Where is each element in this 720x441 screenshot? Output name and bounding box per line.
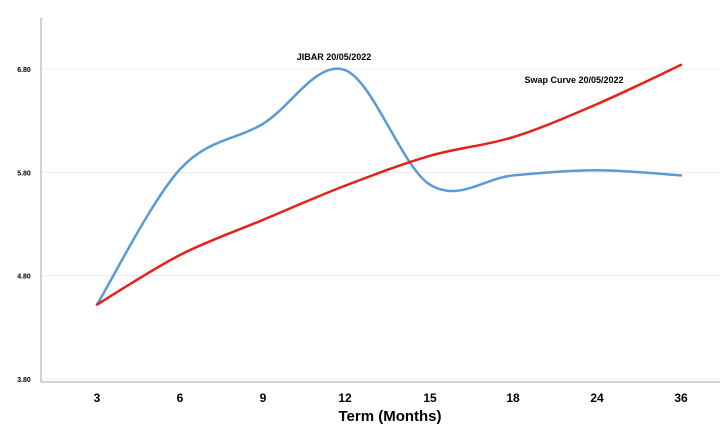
x-axis-title: Term (Months) bbox=[338, 408, 441, 425]
x-tick-label: 24 bbox=[590, 391, 604, 405]
y-tick-label: 3.80 bbox=[17, 377, 31, 384]
x-tick-label: 15 bbox=[423, 391, 437, 405]
x-tick-label: 9 bbox=[260, 391, 267, 405]
series-label: Swap Curve 20/05/2022 bbox=[524, 75, 623, 85]
series-line-jibar bbox=[95, 67, 683, 306]
series-line-swap-curve bbox=[95, 63, 683, 306]
y-tick-label: 4.80 bbox=[17, 274, 31, 281]
series-labels: JIBAR 20/05/2022 Swap Curve 20/05/2022 bbox=[297, 52, 624, 85]
x-tick-labels: 3 6 9 12 15 18 24 36 bbox=[94, 391, 688, 405]
x-tick-label: 12 bbox=[338, 391, 352, 405]
series-label: JIBAR 20/05/2022 bbox=[297, 52, 372, 62]
y-tick-label: 5.80 bbox=[17, 170, 31, 177]
x-tick-label: 36 bbox=[674, 391, 688, 405]
series-lines bbox=[95, 63, 683, 306]
x-tick-label: 18 bbox=[506, 391, 520, 405]
y-tick-label: 6.80 bbox=[17, 67, 31, 74]
x-tick-label: 3 bbox=[94, 391, 101, 405]
y-tick-labels: 3.80 4.80 5.80 6.80 bbox=[17, 67, 31, 384]
x-tick-label: 6 bbox=[177, 391, 184, 405]
